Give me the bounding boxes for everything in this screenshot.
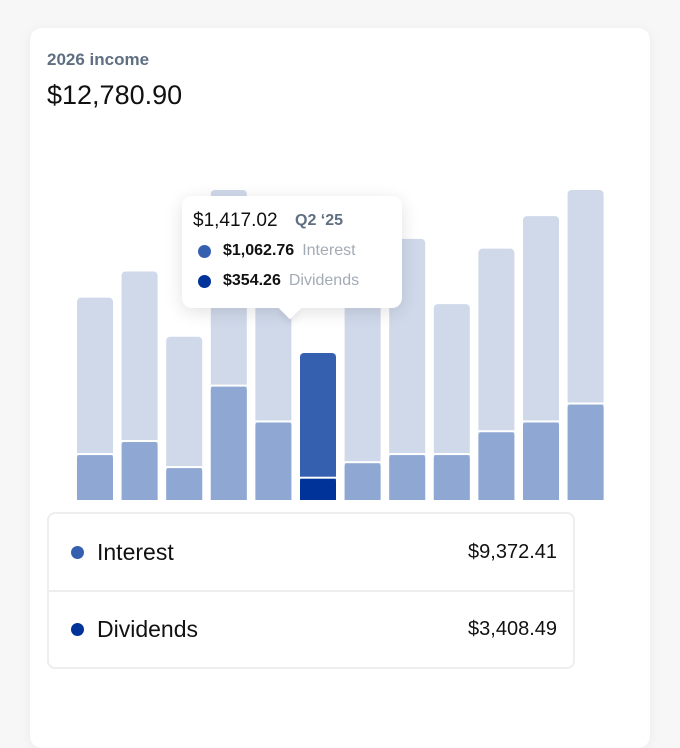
bar-dividends-segment-6[interactable]	[300, 477, 336, 500]
tooltip-total: $1,417.02	[193, 210, 278, 231]
income-total: $12,780.90	[47, 80, 183, 110]
chart-subtitle: 2026 income	[47, 50, 150, 69]
bar-background-9[interactable]	[433, 304, 470, 500]
interest-dot-icon	[71, 545, 84, 559]
bar-background-1[interactable]	[77, 297, 113, 500]
bar-segment-11[interactable]	[523, 421, 559, 500]
bar-segment-divider-4	[210, 384, 247, 387]
bar-segment-5[interactable]	[255, 421, 292, 500]
tooltip-period: Q2 ‘25	[295, 212, 344, 229]
bar-segment-divider-11	[523, 420, 559, 423]
tooltip-row-dividends: $354.26 Dividends	[198, 272, 359, 290]
bar-segment-2[interactable]	[121, 441, 158, 500]
bar-segment-8[interactable]	[389, 454, 426, 500]
tooltip-dividends-amount: $354.26	[223, 272, 281, 289]
bar-segment-10[interactable]	[478, 431, 515, 500]
tooltip-interest-label: Interest	[302, 242, 356, 259]
legend-dividends-name: Dividends	[97, 615, 198, 642]
bar-segment-1[interactable]	[77, 454, 113, 500]
legend-interest-value: $9,372.41	[468, 540, 557, 563]
bar-segment-divider-8	[389, 453, 426, 456]
bar-segment-7[interactable]	[344, 462, 381, 500]
tooltip-interest-amount: $1,062.76	[223, 242, 295, 259]
bar-segment-4[interactable]	[210, 385, 247, 500]
bar-segment-divider-12	[567, 402, 604, 405]
bar-segment-divider-1	[77, 453, 113, 456]
legend-dividends-value: $3,408.49	[468, 617, 557, 640]
bar-segment-3[interactable]	[166, 467, 203, 500]
interest-dot-icon	[198, 244, 211, 258]
bar-background-3[interactable]	[166, 336, 203, 500]
bar-background-6[interactable]	[300, 353, 336, 500]
tooltip-dividends-label: Dividends	[288, 272, 360, 289]
legend-interest-name: Interest	[97, 538, 174, 565]
dividends-dot-icon	[71, 622, 84, 636]
bar-segment-divider-5	[255, 420, 292, 423]
bar-background-7[interactable]	[344, 255, 381, 500]
tooltip-row-interest: $1,062.76 Interest	[198, 242, 356, 260]
dividends-dot-icon	[198, 274, 211, 288]
bar-segment-divider-9	[433, 453, 470, 456]
legend-row-interest[interactable]: Interest $9,372.41	[49, 514, 573, 590]
bar-segment-divider-6	[300, 476, 336, 479]
bar-segment-divider-3	[166, 466, 203, 469]
bar-segment-12[interactable]	[567, 403, 604, 500]
bar-segment-divider-2	[121, 440, 158, 443]
bar-segment-9[interactable]	[433, 454, 470, 500]
legend-row-dividends[interactable]: Dividends $3,408.49	[49, 590, 573, 666]
chart-tooltip: $1,417.02 Q2 ‘25 $1,062.76 Interest $354…	[182, 196, 402, 308]
bar-segment-divider-10	[478, 430, 515, 433]
bar-segment-divider-7	[344, 461, 381, 464]
chart-legend: Interest $9,372.41 Dividends $3,408.49	[47, 512, 575, 669]
